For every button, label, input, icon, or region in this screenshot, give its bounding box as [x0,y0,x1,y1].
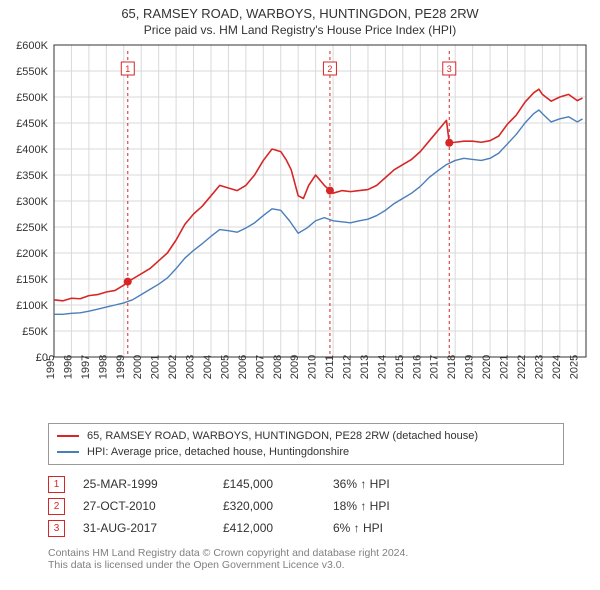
x-tick-label: 2022 [516,355,528,379]
x-tick-label: 2004 [202,355,214,379]
sale-marker-number: 3 [447,64,452,74]
sale-marker-number: 2 [327,64,332,74]
sales-price: £145,000 [223,477,333,491]
hpi-series [54,110,583,314]
sales-marker-box: 2 [48,498,65,515]
x-tick-label: 2014 [376,355,388,379]
x-tick-label: 2021 [499,355,511,379]
legend-label: 65, RAMSEY ROAD, WARBOYS, HUNTINGDON, PE… [87,430,478,442]
sales-date: 25-MAR-1999 [83,477,223,491]
sales-row: 1 25-MAR-1999£145,00036% ↑ HPI [48,473,564,495]
x-tick-label: 2006 [237,355,249,379]
x-tick-label: 2018 [446,355,458,379]
legend-box: 65, RAMSEY ROAD, WARBOYS, HUNTINGDON, PE… [48,423,564,465]
x-tick-label: 2017 [429,355,441,379]
y-tick-label: £200K [16,248,48,260]
legend-row: HPI: Average price, detached house, Hunt… [57,444,555,460]
chart-title: 65, RAMSEY ROAD, WARBOYS, HUNTINGDON, PE… [0,0,600,21]
legend-label: HPI: Average price, detached house, Hunt… [87,446,349,458]
sales-table: 125-MAR-1999£145,00036% ↑ HPI227-OCT-201… [48,473,564,539]
x-tick-label: 2023 [533,355,545,379]
x-tick-label: 2011 [324,355,336,379]
chart-area: £0£50K£100K£150K£200K£250K£300K£350K£400… [0,37,600,417]
x-tick-label: 2019 [464,355,476,379]
y-tick-label: £100K [16,300,48,312]
x-tick-label: 2010 [307,355,319,379]
x-tick-label: 1997 [80,355,92,379]
y-tick-label: £400K [16,144,48,156]
sale-point [445,139,453,147]
x-tick-label: 2024 [551,355,563,379]
x-tick-label: 2013 [359,355,371,379]
sales-row: 3 31-AUG-2017£412,0006% ↑ HPI [48,517,564,539]
x-tick-label: 1995 [45,355,57,379]
x-tick-label: 2009 [289,355,301,379]
x-tick-label: 1998 [97,355,109,379]
legend-swatch [57,451,79,453]
x-tick-label: 2015 [394,355,406,379]
legend-row: 65, RAMSEY ROAD, WARBOYS, HUNTINGDON, PE… [57,428,555,444]
footnote-line-1: Contains HM Land Registry data © Crown c… [48,547,564,559]
y-tick-label: £150K [16,274,48,286]
y-tick-label: £250K [16,222,48,234]
y-tick-label: £550K [16,66,48,78]
y-tick-label: £500K [16,92,48,104]
y-tick-label: £600K [16,40,48,52]
sales-date: 27-OCT-2010 [83,499,223,513]
chart-subtitle: Price paid vs. HM Land Registry's House … [0,21,600,37]
chart-svg: £0£50K£100K£150K£200K£250K£300K£350K£400… [0,37,600,417]
x-tick-label: 1999 [115,355,127,379]
sales-diff: 36% ↑ HPI [333,477,453,491]
x-tick-label: 2025 [568,355,580,379]
sales-price: £412,000 [223,521,333,535]
sales-diff: 18% ↑ HPI [333,499,453,513]
sale-point [124,278,132,286]
y-tick-label: £50K [22,326,48,338]
sale-point [326,187,334,195]
x-tick-label: 2020 [481,355,493,379]
sales-price: £320,000 [223,499,333,513]
sales-date: 31-AUG-2017 [83,521,223,535]
x-tick-label: 2005 [219,355,231,379]
y-tick-label: £350K [16,170,48,182]
sales-row: 2 27-OCT-2010£320,00018% ↑ HPI [48,495,564,517]
sales-diff: 6% ↑ HPI [333,521,453,535]
x-tick-label: 2016 [411,355,423,379]
price-paid-series [54,89,583,301]
sales-marker-box: 1 [48,476,65,493]
y-tick-label: £450K [16,118,48,130]
x-tick-label: 2008 [272,355,284,379]
x-tick-label: 2007 [254,355,266,379]
x-tick-label: 2003 [185,355,197,379]
legend-swatch [57,435,79,437]
sales-marker-box: 3 [48,520,65,537]
sale-marker-number: 1 [125,64,130,74]
x-tick-label: 2002 [167,355,179,379]
y-tick-label: £300K [16,196,48,208]
footnote-line-2: This data is licensed under the Open Gov… [48,559,564,571]
x-tick-label: 2000 [132,355,144,379]
x-tick-label: 1996 [62,355,74,379]
x-tick-label: 2012 [342,355,354,379]
x-tick-label: 2001 [150,355,162,379]
footnote: Contains HM Land Registry data © Crown c… [48,547,564,571]
